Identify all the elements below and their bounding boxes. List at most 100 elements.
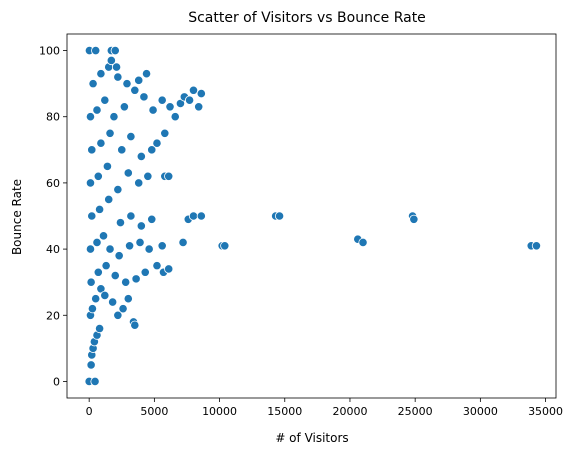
data-point bbox=[220, 241, 230, 251]
data-point bbox=[91, 45, 101, 56]
data-point bbox=[124, 241, 135, 251]
data-point bbox=[170, 112, 180, 122]
x-axis-ticks: 0 5000 10000 15000 20000 25000 30000 35000 bbox=[86, 398, 563, 418]
data-point bbox=[105, 244, 115, 254]
data-point bbox=[85, 112, 96, 122]
data-point bbox=[95, 204, 105, 214]
data-point bbox=[178, 237, 188, 248]
data-point bbox=[85, 244, 96, 254]
data-point bbox=[152, 138, 162, 148]
data-point bbox=[113, 72, 123, 82]
data-point bbox=[111, 62, 122, 72]
data-point bbox=[110, 270, 120, 281]
data-point bbox=[113, 184, 123, 195]
data-point bbox=[96, 69, 106, 79]
data-point bbox=[139, 92, 149, 102]
plot-frame bbox=[66, 33, 557, 399]
data-point bbox=[100, 290, 110, 301]
x-tick-label: 0 bbox=[86, 405, 93, 418]
chart-title: Scatter of Visitors vs Bounce Rate bbox=[188, 10, 426, 26]
data-point bbox=[194, 102, 204, 112]
y-axis-ticks: 0 20 40 60 80 100 bbox=[39, 45, 67, 388]
data-point bbox=[93, 267, 103, 277]
data-point bbox=[130, 85, 140, 95]
data-point bbox=[184, 95, 195, 105]
scatter-points bbox=[84, 45, 542, 387]
data-point bbox=[136, 151, 146, 162]
axes: 0 5000 10000 15000 20000 25000 30000 35000 0 20 4… bbox=[39, 33, 563, 418]
data-point bbox=[114, 251, 124, 261]
data-point bbox=[147, 214, 157, 224]
data-point bbox=[104, 194, 114, 205]
data-point bbox=[119, 102, 129, 112]
data-point bbox=[86, 360, 96, 370]
data-point bbox=[274, 211, 285, 221]
x-tick-label: 35000 bbox=[528, 405, 563, 418]
data-point bbox=[101, 261, 111, 271]
data-point bbox=[134, 75, 144, 85]
y-tick-label: 40 bbox=[46, 243, 60, 256]
data-point bbox=[93, 171, 103, 181]
data-point bbox=[113, 310, 123, 320]
data-point bbox=[117, 145, 127, 155]
data-point bbox=[85, 178, 96, 188]
y-tick-label: 60 bbox=[46, 177, 60, 190]
data-point bbox=[91, 294, 101, 304]
data-point bbox=[140, 267, 150, 277]
data-point bbox=[121, 277, 131, 287]
data-point bbox=[136, 221, 146, 231]
data-point bbox=[134, 178, 144, 188]
data-point bbox=[126, 211, 136, 221]
data-point bbox=[152, 261, 162, 271]
data-point bbox=[98, 231, 109, 241]
data-point bbox=[123, 168, 133, 178]
y-axis-label: Bounce Rate bbox=[10, 179, 24, 255]
y-tick-label: 100 bbox=[39, 45, 60, 58]
data-point bbox=[95, 323, 105, 334]
data-point bbox=[100, 95, 110, 105]
data-point bbox=[409, 214, 419, 224]
data-point bbox=[531, 241, 542, 251]
x-tick-label: 25000 bbox=[398, 405, 433, 418]
data-point bbox=[118, 304, 128, 314]
data-point bbox=[135, 237, 145, 248]
data-point bbox=[126, 131, 136, 142]
data-point bbox=[164, 171, 174, 181]
data-point bbox=[188, 85, 199, 95]
x-tick-label: 15000 bbox=[267, 405, 302, 418]
data-point bbox=[88, 79, 98, 89]
x-tick-label: 5000 bbox=[140, 405, 168, 418]
y-tick-label: 20 bbox=[46, 309, 60, 322]
data-point bbox=[110, 45, 120, 56]
data-point bbox=[157, 95, 167, 105]
data-point bbox=[157, 241, 167, 251]
data-point bbox=[123, 294, 133, 304]
y-tick-label: 0 bbox=[53, 375, 60, 388]
data-point bbox=[87, 145, 97, 155]
data-point bbox=[147, 145, 157, 155]
data-point bbox=[130, 320, 140, 330]
data-point bbox=[106, 55, 116, 66]
data-point bbox=[92, 237, 102, 248]
data-point bbox=[86, 277, 96, 287]
data-point bbox=[165, 102, 175, 112]
data-point bbox=[109, 112, 119, 122]
data-point bbox=[196, 88, 206, 99]
x-tick-label: 10000 bbox=[202, 405, 237, 418]
x-axis-label: # of Visitors bbox=[275, 431, 348, 445]
data-point bbox=[144, 244, 154, 254]
x-tick-label: 30000 bbox=[463, 405, 498, 418]
data-point bbox=[90, 376, 100, 387]
data-point bbox=[87, 211, 97, 221]
data-point bbox=[131, 274, 141, 284]
data-point bbox=[196, 211, 206, 221]
data-point bbox=[160, 128, 170, 138]
data-point bbox=[87, 304, 98, 314]
data-point bbox=[105, 128, 115, 138]
data-point bbox=[122, 79, 132, 89]
data-point bbox=[108, 297, 118, 307]
y-tick-label: 80 bbox=[46, 111, 60, 124]
data-point bbox=[164, 264, 174, 274]
data-point bbox=[148, 105, 158, 115]
